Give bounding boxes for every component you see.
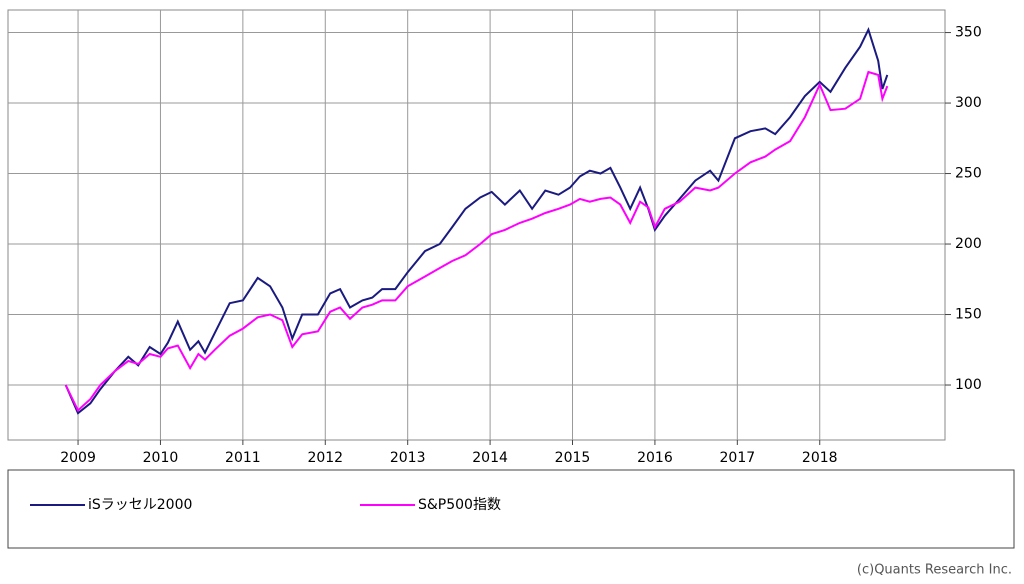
x-tick-label: 2015 — [555, 450, 591, 466]
y-tick-label: 300 — [955, 95, 982, 111]
x-tick-label: 2010 — [143, 450, 179, 466]
series-line — [64, 70, 889, 413]
x-tick-label: 2014 — [472, 450, 508, 466]
y-tick-label: 150 — [955, 307, 982, 323]
x-tick-label: 2018 — [802, 450, 838, 466]
x-tick-label: 2017 — [720, 450, 756, 466]
legend-label: S&P500指数 — [418, 497, 501, 513]
legend-label: iSラッセル2000 — [88, 497, 192, 513]
x-tick-label: 2011 — [225, 450, 261, 466]
x-tick-label: 2013 — [390, 450, 426, 466]
y-tick-label: 250 — [955, 166, 982, 182]
y-tick-label: 350 — [955, 25, 982, 41]
y-tick-label: 100 — [955, 377, 982, 393]
y-tick-label: 200 — [955, 236, 982, 252]
x-tick-label: 2009 — [60, 450, 96, 466]
x-tick-label: 2016 — [637, 450, 673, 466]
series-line — [64, 27, 889, 415]
plot-frame — [7, 9, 946, 441]
legend-box — [7, 469, 1015, 549]
x-tick-label: 2012 — [307, 450, 343, 466]
credit: (c)Quants Research Inc. — [857, 563, 1012, 578]
